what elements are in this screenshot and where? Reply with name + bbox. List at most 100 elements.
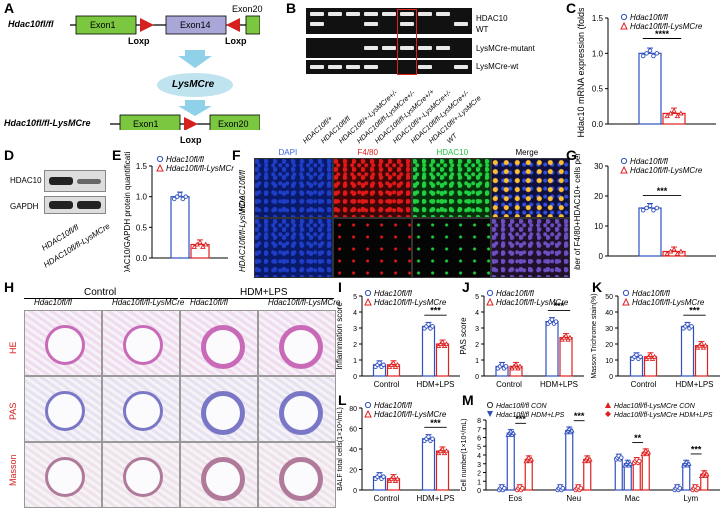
- data-point: [644, 51, 649, 56]
- airway-lumen: [201, 457, 245, 501]
- legend-label: Hdac10fl/fl-LysMCre: [374, 410, 447, 419]
- bar: [435, 450, 450, 491]
- data-point: [647, 48, 653, 53]
- y-tick-label: 60: [349, 427, 357, 434]
- y-tick-label: 10: [594, 222, 603, 231]
- x-tick-label: Eos: [508, 494, 522, 503]
- data-point: [525, 454, 532, 460]
- y-tick-label: 2: [477, 471, 481, 478]
- wb-hdac10-blot: [44, 170, 106, 192]
- bar: [632, 460, 641, 491]
- y-tick-label: 8: [477, 418, 481, 425]
- airway-lumen: [279, 325, 323, 369]
- sig-stars: ***: [430, 306, 441, 316]
- gel-lysmcre-wt: [306, 60, 472, 74]
- sig-stars: ***: [430, 418, 441, 428]
- data-point: [172, 196, 177, 202]
- bar: [583, 458, 592, 491]
- data-point: [674, 250, 681, 256]
- y-tick-label: 0: [475, 374, 479, 381]
- bar: [565, 429, 574, 491]
- bar: [506, 432, 515, 491]
- y-tick-label: 5: [475, 294, 479, 301]
- legend-label: Hdac10fl/fl HDM+LPS: [496, 412, 565, 419]
- legend-label: Hdac10fl/fl-LysMCre: [630, 22, 703, 31]
- bar: [638, 52, 662, 125]
- panel-label-k: K: [592, 279, 603, 295]
- sig-stars: ***: [691, 444, 702, 454]
- y-tick-label: 20: [349, 468, 357, 475]
- y-tick-label: 1.0: [592, 49, 604, 58]
- x-tick-label: Mac: [625, 494, 640, 503]
- gel-label-wt: WT: [476, 25, 489, 34]
- x-tick-label: HDM+LPS: [416, 494, 454, 503]
- data-point: [698, 340, 705, 346]
- y-tick-label: 30: [594, 162, 603, 171]
- data-point: [390, 473, 397, 479]
- bar: [680, 325, 695, 377]
- chart-e: 0.0 0.5 1.0 1.5 HDAC10/GAPDH protein quantif…: [123, 152, 234, 272]
- data-point: [381, 362, 386, 368]
- airway-lumen: [279, 391, 323, 435]
- sig-stars: ***: [689, 306, 700, 316]
- bar: [545, 320, 559, 377]
- legend-marker: [364, 297, 372, 306]
- data-point: [627, 460, 634, 466]
- data-point: [642, 447, 649, 453]
- if-row-label: HDAC10fl/fl-LysMCre: [238, 195, 247, 272]
- legend-label: Hdac10fl/fl: [374, 289, 412, 298]
- wb-gapdh-blot: [44, 196, 106, 214]
- lysmcre-label: LysMCre: [172, 79, 215, 90]
- data-point: [678, 248, 684, 254]
- histo-group-line: [180, 298, 334, 299]
- histo-image: [258, 376, 336, 442]
- panel-label-f: F: [232, 147, 241, 163]
- histo-group-label: HDM+LPS: [240, 287, 288, 298]
- chart-l: 0 20 40 60 80 BALF total cells(1×10⁴/mL) Contr…: [337, 401, 460, 503]
- x-tick-label: HDM+LPS: [540, 380, 578, 389]
- data-point: [381, 474, 386, 479]
- bar: [421, 438, 436, 491]
- data-point: [678, 110, 684, 116]
- histo-image: [180, 442, 258, 508]
- data-point: [430, 436, 435, 442]
- airway-lumen: [279, 457, 323, 501]
- histo-col-label: Hdac10fl/fl-LysMCre: [112, 298, 185, 307]
- if-image: [412, 158, 491, 218]
- wb-row-hdac10: HDAC10: [10, 176, 42, 185]
- y-tick-label: 7: [477, 427, 481, 434]
- bar: [641, 451, 650, 491]
- data-point: [202, 241, 209, 247]
- histo-image: [258, 442, 336, 508]
- histo-row-label: HE: [8, 341, 18, 354]
- data-point: [674, 113, 681, 119]
- data-point: [520, 485, 525, 491]
- bar: [421, 325, 436, 377]
- sig-stars: **: [634, 433, 642, 443]
- data-point: [587, 456, 593, 462]
- gene-top-label: Hdac10fl/fl: [8, 19, 54, 29]
- legend-label: Hdac10fl/fl: [166, 155, 204, 164]
- legend-label: Hdac10fl/fl-LysMCre HDM+LPS: [614, 412, 713, 419]
- exon1-label: Exon1: [90, 20, 116, 30]
- sig-stars: ***: [515, 414, 526, 424]
- legend-label: Hdac10fl/fl-LysMCre: [496, 298, 569, 307]
- x-tick-label: Control: [374, 380, 400, 389]
- bar: [524, 458, 533, 491]
- legend-marker: [486, 297, 494, 306]
- y-tick-label: 30: [605, 326, 613, 333]
- chart-c: 0.0 0.5 1.0 1.5 Hdac10 mRNA expression (fold…: [576, 8, 716, 138]
- y-tick-label: 2: [475, 342, 479, 349]
- if-image: [333, 218, 412, 278]
- down-arrow-1: [178, 50, 212, 68]
- legend-label: Hdac10fl/fl-LysMCre CON: [614, 403, 696, 410]
- gel-lane-label: WT: [446, 132, 459, 146]
- gel-label-lysmcre-mutant: LysMCre-mutant: [476, 44, 535, 53]
- data-point: [640, 208, 646, 213]
- y-tick-label: 20: [605, 342, 613, 349]
- data-point: [439, 446, 446, 452]
- panel-label-l: L: [338, 392, 347, 408]
- chart-i: 0 1 2 3 4 5 Inflammation score Control HDM+LPS **…: [335, 289, 460, 389]
- data-point: [640, 53, 646, 59]
- exon14-label: Exon14: [180, 20, 211, 30]
